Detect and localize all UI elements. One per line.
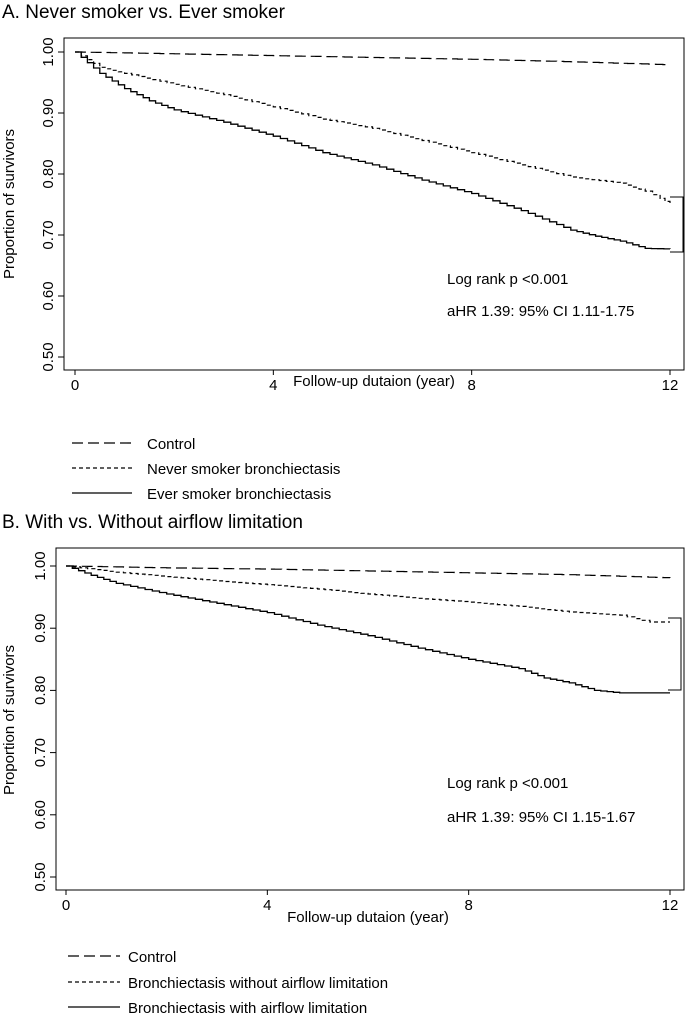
x-tick-label: 4	[263, 897, 271, 914]
y-tick-label: 1.00	[40, 37, 57, 66]
panel-b-curves	[66, 565, 671, 694]
survival-curve-shortdash	[66, 565, 670, 623]
y-tick-label: 0.70	[40, 220, 57, 249]
x-tick-label: 12	[662, 377, 679, 394]
survival-curve-solid	[66, 565, 670, 694]
survival-curve-shortdash	[75, 51, 671, 205]
x-tick-label: 8	[467, 377, 475, 394]
panel-a-ylabel: Proportion of survivors	[1, 129, 18, 279]
panel-a-title: A. Never smoker vs. Ever smoker	[2, 2, 286, 23]
panel-a-logrank: Log rank p <0.001	[447, 271, 568, 288]
panel-a-legend: Control Never smoker bronchiectasis Ever…	[72, 436, 340, 503]
x-tick-label: 8	[464, 897, 472, 914]
x-tick-label: 0	[71, 377, 79, 394]
panel-a-plot-frame	[63, 37, 685, 371]
survival-curve-longdash	[66, 565, 671, 579]
legend-label-never-smoker: Never smoker bronchiectasis	[147, 461, 340, 478]
panel-b-comparison-bracket	[668, 617, 682, 691]
survival-curve-longdash	[75, 51, 671, 66]
x-tick-label: 0	[62, 897, 70, 914]
y-tick-label: 0.70	[32, 738, 49, 767]
y-tick-label: 0.80	[32, 676, 49, 705]
panel-a: A. Never smoker vs. Ever smoker 0.50 0.60…	[1, 2, 685, 503]
panel-a-curves	[75, 51, 671, 250]
legend-label-without-airflow: Bronchiectasis without airflow limitatio…	[128, 975, 388, 992]
panel-b-y-ticks: 0.50 0.60 0.70 0.80 0.90 1.00	[32, 551, 56, 892]
x-tick-label: 12	[662, 897, 679, 914]
x-tick-label: 4	[269, 377, 277, 394]
legend-label-with-airflow: Bronchiectasis with airflow limitation	[128, 1000, 367, 1015]
panel-a-ahr: aHR 1.39: 95% CI 1.11-1.75	[447, 303, 634, 320]
panel-a-x-ticks: 0 4 8 12	[71, 370, 679, 394]
y-tick-label: 0.60	[40, 281, 57, 310]
panel-b-ylabel: Proportion of survivors	[1, 645, 18, 795]
panel-a-comparison-bracket	[670, 196, 684, 253]
panel-b-x-ticks: 0 4 8 12	[62, 890, 679, 914]
y-tick-label: 0.50	[32, 862, 49, 891]
y-tick-label: 0.80	[40, 159, 57, 188]
legend-label-ever-smoker: Ever smoker bronchiectasis	[147, 486, 331, 503]
panel-a-y-ticks: 0.50 0.60 0.70 0.80 0.90 1.00	[40, 37, 64, 372]
legend-label-control-b: Control	[128, 949, 176, 966]
y-tick-label: 0.90	[40, 98, 57, 127]
panel-b-ahr: aHR 1.39: 95% CI 1.15-1.67	[447, 809, 635, 826]
legend-label-control: Control	[147, 436, 195, 453]
y-tick-label: 0.50	[40, 342, 57, 371]
panel-b-xlabel: Follow-up dutaion (year)	[287, 909, 449, 926]
panel-b-logrank: Log rank p <0.001	[447, 775, 568, 792]
y-tick-label: 0.90	[32, 614, 49, 643]
panel-b-legend: Control Bronchiectasis without airflow l…	[68, 949, 388, 1015]
panel-a-xlabel: Follow-up dutaion (year)	[293, 373, 455, 390]
panel-b-plot-frame	[55, 547, 685, 891]
y-tick-label: 1.00	[32, 551, 49, 580]
survival-curve-solid	[75, 51, 671, 250]
y-tick-label: 0.60	[32, 800, 49, 829]
panel-b: B. With vs. Without airflow limitation 0…	[1, 512, 685, 1015]
panel-b-title: B. With vs. Without airflow limitation	[2, 512, 303, 533]
